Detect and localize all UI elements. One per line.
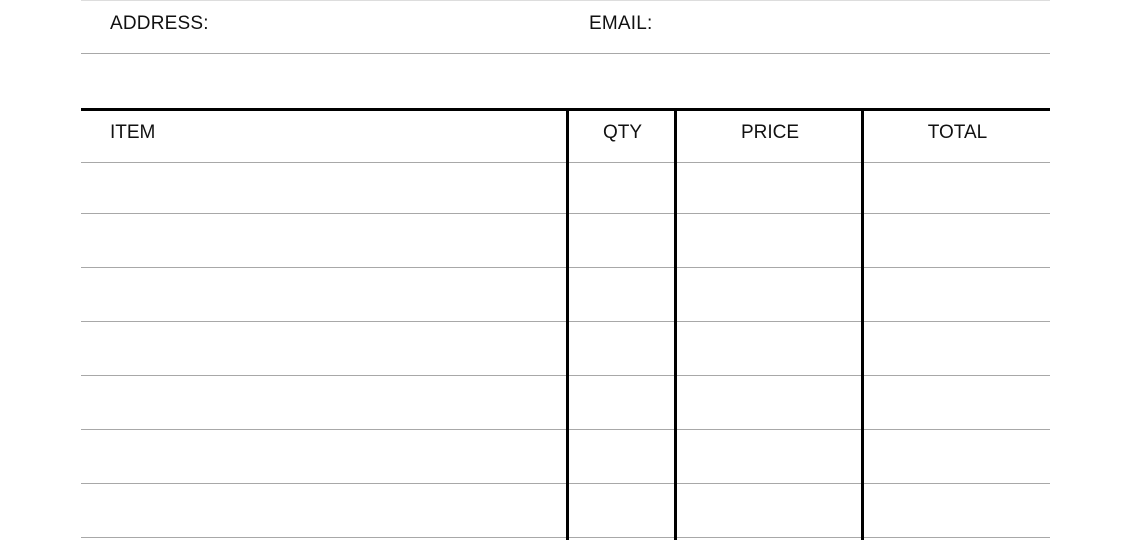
address-label: ADDRESS: xyxy=(110,13,209,34)
email-label: EMAIL: xyxy=(589,13,653,34)
top-divider xyxy=(81,0,1050,1)
row-divider xyxy=(81,162,1050,163)
column-divider-total xyxy=(861,110,864,540)
table-row xyxy=(81,321,1050,322)
column-divider-qty xyxy=(566,110,569,540)
column-header-price: PRICE xyxy=(740,122,800,143)
column-header-total: TOTAL xyxy=(927,122,988,143)
table-row xyxy=(81,267,1050,268)
table-row xyxy=(81,537,1050,538)
table-row xyxy=(81,213,1050,214)
table-row xyxy=(81,483,1050,484)
column-header-qty: QTY xyxy=(602,122,643,143)
table-row xyxy=(81,375,1050,376)
table-row xyxy=(81,429,1050,430)
column-divider-price xyxy=(674,110,677,540)
contact-divider xyxy=(81,53,1050,54)
table-top-border xyxy=(81,108,1050,111)
column-header-item: ITEM xyxy=(110,122,156,143)
